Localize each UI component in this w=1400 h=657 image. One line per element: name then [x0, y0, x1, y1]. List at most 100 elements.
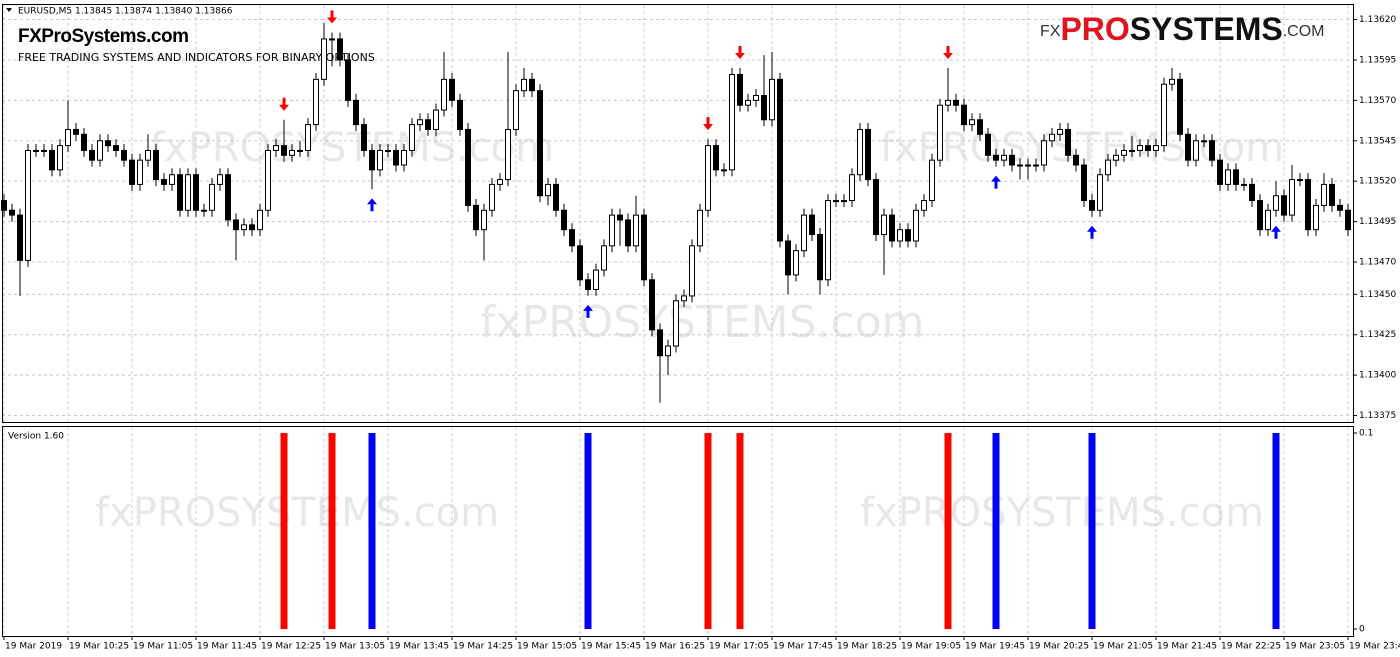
- candle-body: [249, 224, 255, 231]
- candle-body: [1161, 83, 1167, 147]
- candle-body: [817, 234, 823, 281]
- signal-bar: [368, 433, 376, 629]
- candle-body: [73, 128, 79, 135]
- candle-body: [489, 183, 495, 211]
- candle-body: [969, 119, 975, 126]
- candle-body: [329, 38, 335, 41]
- candle-body: [9, 209, 15, 216]
- candle-body: [737, 74, 743, 106]
- y-tick-label: 1.13425: [1359, 330, 1396, 340]
- candle-body: [433, 109, 439, 130]
- candle-body: [561, 209, 567, 231]
- candle-body: [1041, 140, 1047, 166]
- candle-body: [801, 214, 807, 252]
- x-tick-label: 19 Mar 13:45: [389, 642, 449, 652]
- candle-body: [225, 174, 231, 221]
- y-tick-label: 1.13570: [1359, 96, 1396, 106]
- candle-body: [89, 149, 95, 161]
- candle-body: [649, 279, 655, 331]
- candle-body: [345, 59, 351, 101]
- signal-bar: [1272, 433, 1280, 629]
- candle-body: [1241, 183, 1247, 186]
- candle-body: [1089, 200, 1095, 211]
- candle-body: [1233, 169, 1239, 185]
- candle-body: [961, 104, 967, 126]
- x-tick-label: 19 Mar 19:05: [901, 642, 961, 652]
- candle-body: [1273, 195, 1279, 211]
- y-tick-label: 1.13470: [1359, 257, 1396, 267]
- candle-body: [1321, 183, 1327, 206]
- x-tick-label: 19 Mar 17:05: [709, 642, 769, 652]
- candle-body: [521, 78, 527, 92]
- candle-body: [1297, 179, 1303, 182]
- candle-body: [217, 174, 223, 185]
- candle-body: [873, 179, 879, 236]
- candle-body: [1177, 78, 1183, 135]
- candle-body: [137, 159, 143, 185]
- candle-body: [65, 128, 71, 147]
- candle-body: [1145, 145, 1151, 151]
- candle-body: [1001, 154, 1007, 161]
- logo-suffix: .COM: [1283, 23, 1325, 40]
- candle-body: [305, 124, 311, 151]
- logo-prefix: FX: [1040, 23, 1061, 40]
- sell-arrow: [943, 46, 953, 60]
- candle-body: [49, 149, 55, 171]
- candle-body: [721, 169, 727, 172]
- candle-body: [769, 78, 775, 121]
- candle-body: [1305, 179, 1311, 231]
- watermark: fxPROSYSTEMS.com: [150, 125, 554, 171]
- candle-body: [665, 345, 671, 357]
- candle-body: [33, 149, 39, 152]
- candle-body: [761, 95, 767, 121]
- x-tick-label: 19 Mar 17:45: [773, 642, 833, 652]
- logo: FXPROSYSTEMS.COM: [1040, 11, 1325, 47]
- candle-body: [121, 149, 127, 161]
- candle-body: [113, 145, 119, 151]
- candle-body: [1049, 133, 1055, 142]
- candle-body: [97, 140, 103, 161]
- y-tick-label: 0.1: [1359, 429, 1373, 439]
- candle-body: [481, 209, 487, 231]
- x-tick-label: 19 Mar 13:05: [325, 642, 385, 652]
- candle-body: [169, 174, 175, 185]
- x-tick-label: 19 Mar 21:45: [1157, 642, 1217, 652]
- candle-body: [641, 214, 647, 281]
- buy-arrow: [367, 198, 377, 212]
- candle-body: [497, 179, 503, 185]
- candle-body: [809, 214, 815, 236]
- candle-body: [689, 245, 695, 297]
- y-tick-label: 1.13495: [1359, 217, 1396, 227]
- candle-body: [57, 145, 63, 171]
- candle-body: [985, 133, 991, 156]
- candle-body: [601, 245, 607, 271]
- candle-body: [1113, 154, 1119, 161]
- sell-arrow: [735, 46, 745, 60]
- candle-body: [1289, 179, 1295, 216]
- candle-body: [1057, 128, 1063, 135]
- signal-bar: [1088, 433, 1096, 629]
- candle-body: [785, 240, 791, 276]
- candle-body: [1129, 149, 1135, 152]
- signal-bar: [944, 433, 952, 629]
- candle-body: [409, 124, 415, 151]
- logo-brand-1: PRO: [1060, 11, 1129, 47]
- candle-body: [41, 149, 47, 152]
- candle-body: [1025, 164, 1031, 167]
- x-tick-label: 19 Mar 10:25: [69, 642, 129, 652]
- candle-body: [369, 149, 375, 171]
- candle-body: [201, 209, 207, 212]
- candle-body: [513, 90, 519, 130]
- candle-body: [129, 159, 135, 185]
- candle-body: [1073, 154, 1079, 166]
- candle-body: [1105, 159, 1111, 176]
- candle-body: [1257, 200, 1263, 231]
- candle-body: [361, 124, 367, 151]
- candle-body: [937, 104, 943, 161]
- candle-body: [1153, 145, 1159, 151]
- candle-body: [1169, 78, 1175, 85]
- candle-body: [593, 269, 599, 290]
- candle-body: [545, 183, 551, 197]
- candle-body: [1345, 209, 1351, 231]
